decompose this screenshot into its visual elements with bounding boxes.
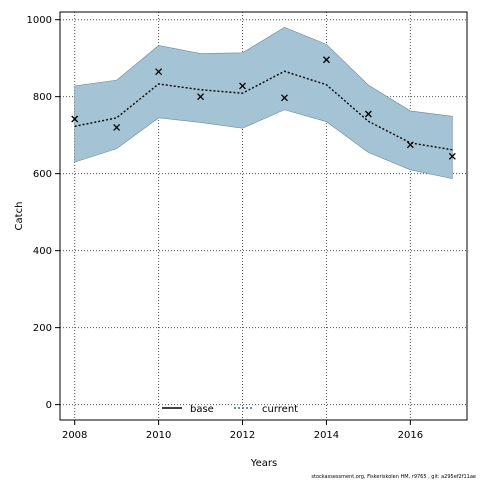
y-tick-label: 1000 xyxy=(27,15,52,26)
x-tick-label: 2016 xyxy=(398,430,423,441)
legend-base-label: base xyxy=(190,404,214,415)
grid-lines xyxy=(60,12,467,420)
x-axis-title: Years xyxy=(250,458,277,469)
observed-points xyxy=(71,56,456,160)
confidence-band xyxy=(74,27,453,180)
y-tick-label: 200 xyxy=(33,323,52,334)
plot-frame xyxy=(59,11,468,421)
x-axis: 2008 2010 2012 2014 2016 xyxy=(62,420,423,441)
y-axis: 0 200 400 600 800 1000 xyxy=(27,15,60,411)
legend: base current xyxy=(162,404,298,415)
observed-point xyxy=(322,56,330,64)
footer-credit: stockassessment.org, Fiskeriskolen HM, r… xyxy=(311,474,476,480)
x-tick-label: 2012 xyxy=(230,430,255,441)
y-axis-title: Catch xyxy=(14,202,25,231)
y-tick-label: 400 xyxy=(33,246,52,257)
x-tick-label: 2014 xyxy=(314,430,339,441)
observed-point xyxy=(113,124,121,131)
observed-point xyxy=(155,68,163,76)
x-tick-label: 2010 xyxy=(146,430,171,441)
observed-point xyxy=(281,94,288,102)
x-tick-label: 2008 xyxy=(62,430,87,441)
observed-point xyxy=(364,110,372,118)
observed-point xyxy=(71,115,79,123)
observed-point xyxy=(448,152,456,160)
observed-point xyxy=(197,93,205,101)
observed-point xyxy=(406,141,414,149)
y-tick-label: 0 xyxy=(46,400,52,411)
legend-current-label: current xyxy=(262,404,298,415)
y-tick-label: 800 xyxy=(33,92,52,103)
current-series-line xyxy=(74,70,453,151)
observed-point xyxy=(239,82,246,90)
y-tick-label: 600 xyxy=(33,169,52,180)
